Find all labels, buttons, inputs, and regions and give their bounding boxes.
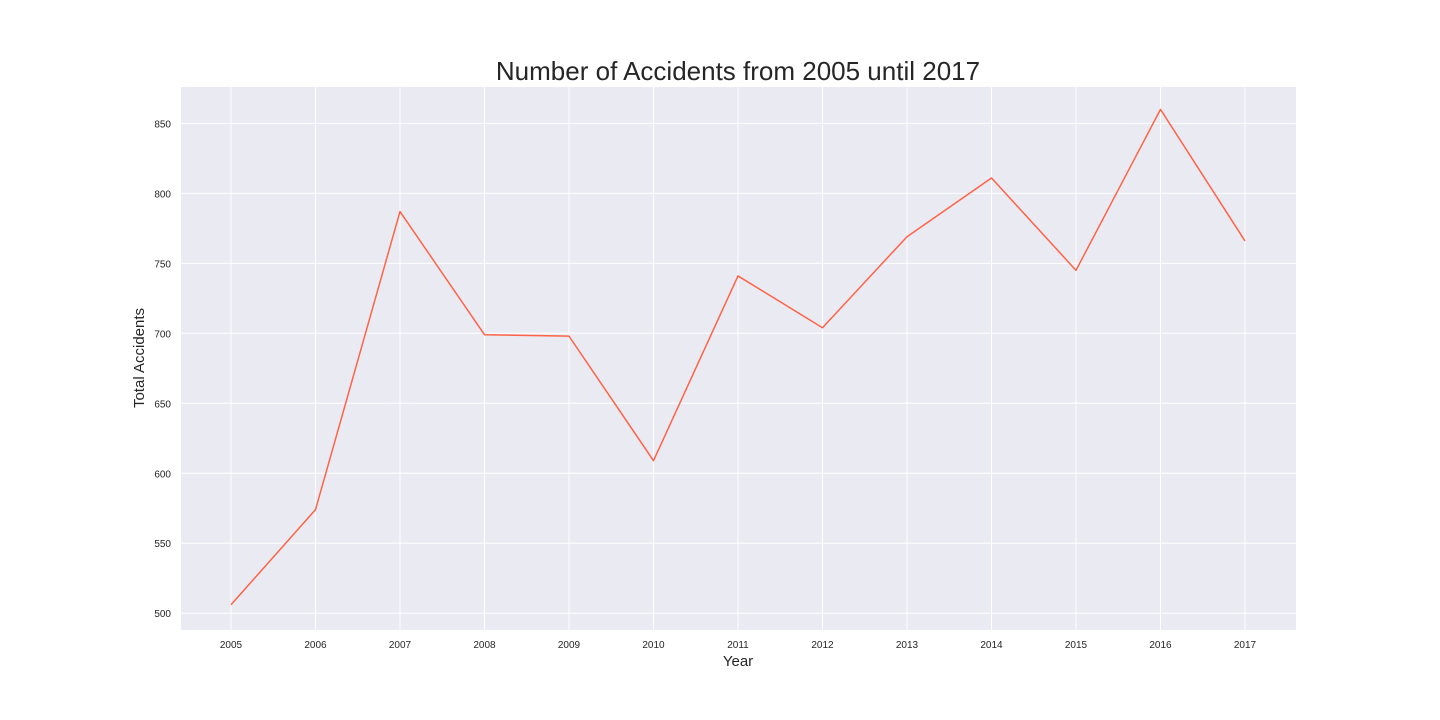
y-axis-label: Total Accidents [131,308,148,408]
x-tick-label: 2005 [220,640,243,651]
x-tick-label: 2011 [727,640,749,651]
x-tick-label: 2008 [473,640,496,651]
x-tick-label: 2012 [811,640,834,651]
x-tick-label: 2016 [1149,640,1172,651]
y-tick-label: 650 [154,399,171,410]
x-tick-label: 2007 [389,640,412,651]
x-axis-label: Year [723,653,753,670]
grid-lines [181,87,1296,630]
y-tick-label: 800 [154,189,171,200]
y-tick-label: 500 [154,609,171,620]
x-tick-label: 2006 [304,640,327,651]
x-tick-label: 2013 [896,640,919,651]
chart-title: Number of Accidents from 2005 until 2017 [496,56,980,86]
y-axis-ticks: 500 550 600 650 700 750 800 850 [154,119,171,620]
x-tick-label: 2009 [558,640,581,651]
y-tick-label: 850 [154,119,171,130]
x-tick-label: 2015 [1065,640,1088,651]
series-layer [230,108,1246,606]
y-tick-label: 750 [154,259,171,270]
y-tick-label: 700 [154,329,171,340]
y-tick-label: 550 [154,539,171,550]
x-tick-label: 2010 [642,640,665,651]
x-axis-ticks: 2005 2006 2007 2008 2009 2010 2011 2012 2013 2014… [220,640,1257,651]
x-tick-label: 2017 [1234,640,1257,651]
x-tick-label: 2014 [980,640,1003,651]
y-tick-label: 600 [154,469,171,480]
